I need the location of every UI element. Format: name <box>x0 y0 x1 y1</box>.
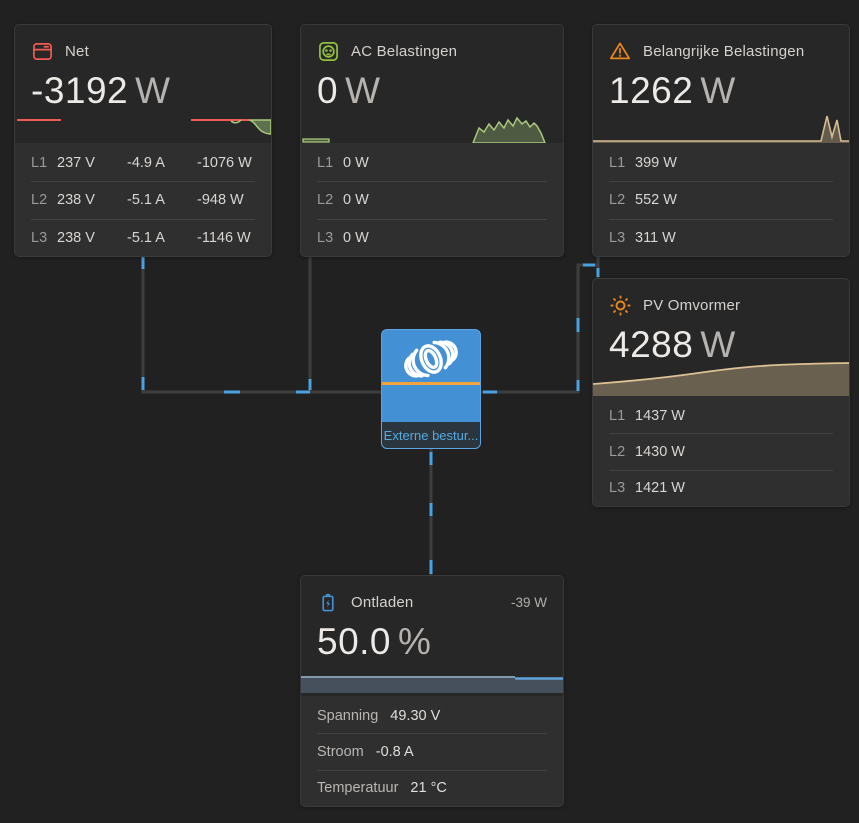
inverter-tile-body <box>382 385 480 422</box>
grid-card-summary: Net -3192 W <box>15 25 271 143</box>
table-row: L1 1437 W <box>609 407 685 424</box>
critical-loads-card[interactable]: Belangrijke Belastingen 1262 W L1 399 W L… <box>592 24 850 257</box>
sun-icon <box>609 294 631 316</box>
critical-loads-power-unit: W <box>700 70 736 111</box>
ac-loads-card-title: AC Belastingen <box>351 42 458 60</box>
table-row: Stroom -0.8 A <box>317 733 547 769</box>
ac-loads-power-unit: W <box>345 70 381 111</box>
inverter-tile[interactable]: Externe bestur... <box>381 329 481 449</box>
battery-card-summary: Ontladen -39 W 50.0% <box>301 576 563 696</box>
battery-soc-unit: % <box>398 621 432 662</box>
ac-loads-phase-table: L1 0 W L2 0 W L3 0 W <box>301 143 563 256</box>
victron-logo-icon <box>382 330 480 381</box>
table-row: L2 1430 W <box>609 433 833 469</box>
battery-card-title: Ontladen <box>351 593 414 611</box>
table-row: Temperatuur 21 °C <box>317 769 547 806</box>
table-row: L1 0 W <box>317 155 369 172</box>
grid-card[interactable]: Net -3192 W L1 237 V -4.9 A -1076 W L2 23… <box>14 24 272 257</box>
pv-inverter-card[interactable]: PV Omvormer 4288 W L1 1437 W L2 1430 W L3… <box>592 278 850 507</box>
table-row: L2 0 W <box>317 181 547 218</box>
grid-power-unit: W <box>135 70 171 111</box>
battery-soc-sparkline <box>301 676 563 693</box>
grid-phase-table: L1 237 V -4.9 A -1076 W L2 238 V -5.1 A … <box>15 143 271 256</box>
table-row: L3 311 W <box>609 218 833 256</box>
critical-loads-card-title: Belangrijke Belastingen <box>643 42 805 60</box>
warning-icon <box>609 40 631 62</box>
critical-loads-sparkline <box>593 115 849 143</box>
pv-inverter-card-summary: PV Omvormer 4288 W <box>593 279 849 396</box>
table-row: Spanning 49.30 V <box>317 707 441 724</box>
grid-card-title: Net <box>65 42 89 60</box>
grid-sparkline <box>17 119 271 135</box>
inverter-mode-label: Externe bestur... <box>382 422 480 448</box>
table-row: L2 552 W <box>609 181 833 218</box>
socket-icon <box>317 40 339 62</box>
grid-power-value: -3192 W <box>31 70 171 111</box>
grid-to-inverter-line <box>141 255 381 394</box>
flow-indicators <box>141 256 600 574</box>
battery-card[interactable]: Ontladen -39 W 50.0% Spanning 49.30 V St… <box>300 575 564 807</box>
critical-loads-power-value: 1262 W <box>609 70 736 111</box>
table-row: L3 1421 W <box>609 469 833 506</box>
table-row: L1 237 V -4.9 A -1076 W <box>31 155 252 172</box>
inverter-divider <box>382 382 480 385</box>
pv-power-value: 4288 W <box>609 324 736 365</box>
table-row: L1 399 W <box>609 155 677 172</box>
battery-soc-value: 50.0% <box>317 621 432 662</box>
grid-meter-icon <box>31 40 53 62</box>
ac-loads-sparkline <box>302 116 546 143</box>
battery-power-aux: -39 W <box>510 594 547 610</box>
pv-sparkline <box>593 362 849 396</box>
table-row: L3 238 V -5.1 A -1146 W <box>31 218 255 256</box>
table-row: L3 0 W <box>317 218 547 256</box>
pv-inverter-card-title: PV Omvormer <box>643 296 741 314</box>
battery-icon <box>317 591 339 613</box>
pv-phase-table: L1 1437 W L2 1430 W L3 1421 W <box>593 396 849 506</box>
table-row: L2 238 V -5.1 A -948 W <box>31 181 255 218</box>
critical-loads-phase-table: L1 399 W L2 552 W L3 311 W <box>593 143 849 256</box>
pv-power-unit: W <box>700 324 736 365</box>
criticalloads-to-inverter-line <box>481 263 598 394</box>
battery-detail-table: Spanning 49.30 V Stroom -0.8 A Temperatu… <box>301 696 563 806</box>
critical-loads-card-summary: Belangrijke Belastingen 1262 W <box>593 25 849 143</box>
